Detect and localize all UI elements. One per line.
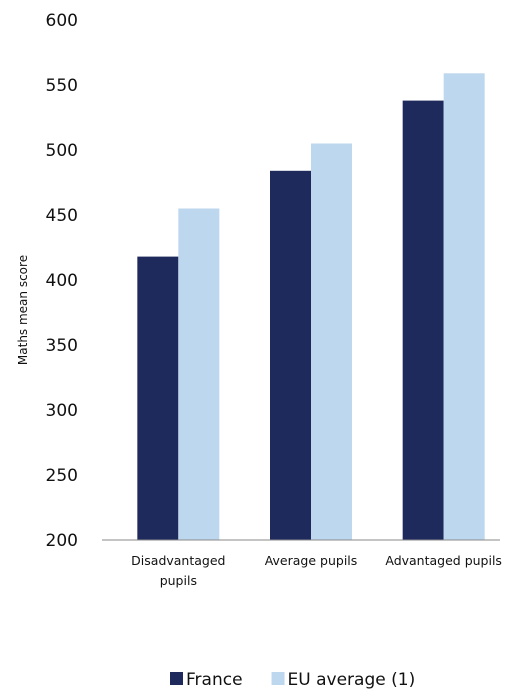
x-category-label: Advantaged pupils — [385, 553, 502, 568]
x-category-label: Disadvantaged — [131, 553, 225, 568]
y-tick-label: 500 — [46, 141, 78, 161]
legend-label: France — [186, 670, 243, 690]
x-category-label: pupils — [160, 573, 197, 588]
bars — [137, 73, 485, 541]
y-tick-label: 550 — [46, 76, 78, 96]
bar-eu-average — [311, 143, 352, 540]
y-tick-label: 400 — [46, 271, 78, 291]
category-labels: Disadvantaged pupils Average pupils Advanta… — [131, 553, 502, 588]
legend-label: EU average (1) — [288, 670, 416, 690]
y-tick-label: 450 — [46, 206, 78, 226]
bar-eu-average — [178, 208, 220, 540]
bar-france — [137, 256, 179, 540]
y-tick-label: 300 — [46, 401, 78, 421]
bar-france — [270, 170, 311, 541]
legend-swatch — [170, 672, 183, 685]
y-axis-label: Maths mean score — [16, 255, 30, 365]
y-tick-label: 200 — [46, 531, 78, 551]
legend-swatch — [271, 672, 285, 685]
y-tick-label: 600 — [46, 11, 78, 31]
y-tick-label: 250 — [46, 466, 78, 486]
x-category-label: Average pupils — [265, 553, 358, 568]
y-tick-label: 350 — [46, 336, 78, 356]
legend: France EU average (1) — [170, 670, 415, 690]
bar-france — [402, 100, 444, 540]
y-axis-ticks: 200 250 300 350 400 450 500 550 600 — [46, 11, 78, 551]
bar-eu-average — [443, 73, 485, 541]
